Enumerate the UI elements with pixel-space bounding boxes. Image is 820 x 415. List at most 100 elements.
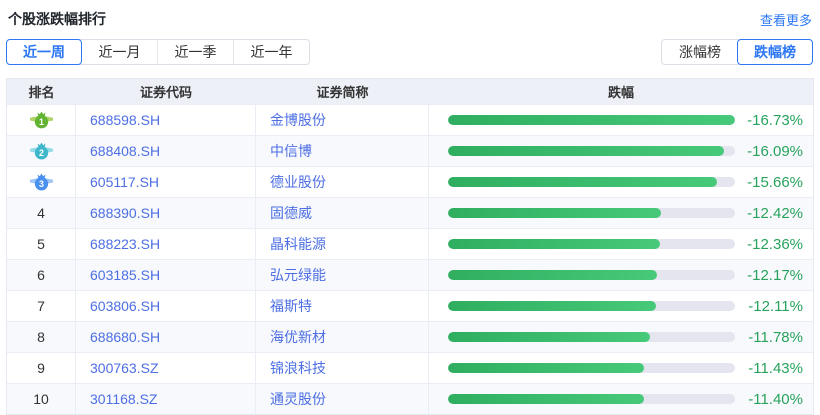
tab-last-year[interactable]: 近一年 (233, 40, 309, 64)
rank-number: 6 (37, 267, 45, 283)
table-row[interactable]: 8 688680.SH 海优新材 -11.78% (7, 321, 813, 352)
stock-code-link[interactable]: 688223.SH (76, 229, 256, 259)
table-row[interactable]: 7 603806.SH 福斯特 -12.11% (7, 290, 813, 321)
stock-code-link[interactable]: 603185.SH (76, 260, 256, 290)
stock-code-link[interactable]: 605117.SH (76, 167, 256, 197)
tab-gainers[interactable]: 涨幅榜 (679, 44, 721, 60)
stock-code-link[interactable]: 688408.SH (76, 136, 256, 166)
header-cell-name: 证券简称 (316, 85, 369, 100)
change-cell: -16.09% (429, 136, 813, 166)
stock-name-link[interactable]: 固德威 (256, 198, 429, 228)
stock-code-link[interactable]: 688390.SH (76, 198, 256, 228)
change-bar-fill (448, 301, 656, 311)
change-percent: -11.43% (748, 359, 803, 377)
rank-number: 9 (37, 360, 45, 376)
header-cell-rank: 排名 (28, 85, 55, 100)
stock-name-link[interactable]: 海优新材 (256, 322, 429, 352)
tab-last-quarter[interactable]: 近一季 (157, 40, 233, 64)
change-bar-track (448, 301, 735, 311)
page-title: 个股涨跌幅排行 (8, 11, 106, 27)
stock-code-link[interactable]: 301168.SZ (76, 384, 256, 414)
change-bar-track (448, 146, 735, 156)
rank-medal-icon: 1 (29, 111, 53, 129)
period-tab-group: 近一周 近一月 近一季 近一年 (6, 39, 310, 65)
rank-number: 4 (37, 205, 45, 221)
view-more-link[interactable]: 查看更多 (759, 12, 812, 28)
rank-cell: 5 (7, 229, 76, 259)
table-row[interactable]: 3 605117.SH 德业股份 -15.66% (7, 166, 813, 197)
change-cell: -12.36% (429, 229, 813, 259)
change-bar-fill (448, 146, 724, 156)
table-row[interactable]: 5 688223.SH 晶科能源 -12.36% (7, 228, 813, 259)
change-bar-fill (448, 332, 651, 342)
change-bar-track (448, 363, 735, 373)
change-percent: -12.36% (747, 235, 803, 253)
header-cell-change: 跌幅 (607, 85, 634, 100)
change-bar-fill (448, 177, 717, 187)
rank-cell: 7 (7, 291, 76, 321)
ranking-table: 排名 证券代码 证券简称 跌幅 1 688598.SH 金博股份 -16.73% (6, 78, 814, 415)
change-cell: -12.42% (429, 198, 813, 228)
rank-cell: 3 (7, 167, 76, 197)
rank-cell: 2 (7, 136, 76, 166)
stock-name-link[interactable]: 金博股份 (256, 105, 429, 135)
stock-code-link[interactable]: 688680.SH (76, 322, 256, 352)
header-cell-code: 证券代码 (139, 85, 192, 100)
table-row[interactable]: 1 688598.SH 金博股份 -16.73% (7, 104, 813, 135)
stock-name-link[interactable]: 弘元绿能 (256, 260, 429, 290)
change-cell: -12.17% (429, 260, 813, 290)
rank-cell: 10 (7, 384, 76, 414)
change-cell: -11.43% (429, 353, 813, 383)
change-bar-fill (448, 239, 661, 249)
table-row[interactable]: 4 688390.SH 固德威 -12.42% (7, 197, 813, 228)
rank-cell: 1 (7, 105, 76, 135)
change-cell: -11.78% (429, 322, 813, 352)
tab-last-week[interactable]: 近一周 (6, 39, 82, 65)
change-cell: -12.11% (429, 291, 813, 321)
stock-name-link[interactable]: 中信博 (256, 136, 429, 166)
change-bar-fill (448, 363, 645, 373)
change-percent: -12.17% (747, 266, 803, 284)
stock-name-link[interactable]: 锦浪科技 (256, 353, 429, 383)
change-percent: -16.73% (747, 111, 803, 129)
change-percent: -12.42% (747, 204, 803, 222)
stock-code-link[interactable]: 603806.SH (76, 291, 256, 321)
stock-name-link[interactable]: 晶科能源 (256, 229, 429, 259)
rank-cell: 8 (7, 322, 76, 352)
change-bar-fill (448, 394, 644, 404)
rank-number: 2 (39, 148, 44, 158)
rank-type-tab-group: 涨幅榜 跌幅榜 (661, 39, 813, 65)
rank-number: 5 (37, 236, 45, 252)
stock-code-link[interactable]: 300763.SZ (76, 353, 256, 383)
change-bar-track (448, 239, 735, 249)
table-row[interactable]: 10 301168.SZ 通灵股份 -11.40% (7, 383, 813, 414)
stock-name-link[interactable]: 德业股份 (256, 167, 429, 197)
rank-number: 3 (39, 179, 44, 189)
change-bar-fill (448, 208, 662, 218)
change-bar-fill (448, 115, 735, 125)
tab-losers[interactable]: 跌幅榜 (737, 39, 813, 65)
table-row[interactable]: 9 300763.SZ 锦浪科技 -11.43% (7, 352, 813, 383)
stock-code-link[interactable]: 688598.SH (76, 105, 256, 135)
rank-cell: 6 (7, 260, 76, 290)
rank-number: 8 (37, 329, 45, 345)
change-percent: -15.66% (747, 173, 803, 191)
stock-name-link[interactable]: 通灵股份 (256, 384, 429, 414)
change-cell: -15.66% (429, 167, 813, 197)
topbar: 个股涨跌幅排行 查看更多 (0, 0, 820, 29)
rank-number: 10 (33, 391, 49, 407)
change-percent: -16.09% (747, 142, 803, 160)
change-bar-track (448, 208, 735, 218)
tab-last-month[interactable]: 近一月 (98, 44, 141, 60)
rank-number: 1 (39, 117, 44, 127)
rank-cell: 9 (7, 353, 76, 383)
table-row[interactable]: 6 603185.SH 弘元绿能 -12.17% (7, 259, 813, 290)
stock-name-link[interactable]: 福斯特 (256, 291, 429, 321)
change-bar-fill (448, 270, 657, 280)
change-bar-track (448, 270, 735, 280)
change-cell: -11.40% (429, 384, 813, 414)
table-row[interactable]: 2 688408.SH 中信博 -16.09% (7, 135, 813, 166)
controls-row: 近一周 近一月 近一季 近一年 涨幅榜 跌幅榜 (6, 39, 813, 65)
change-cell: -16.73% (429, 105, 813, 135)
rank-medal-icon: 3 (29, 173, 53, 191)
